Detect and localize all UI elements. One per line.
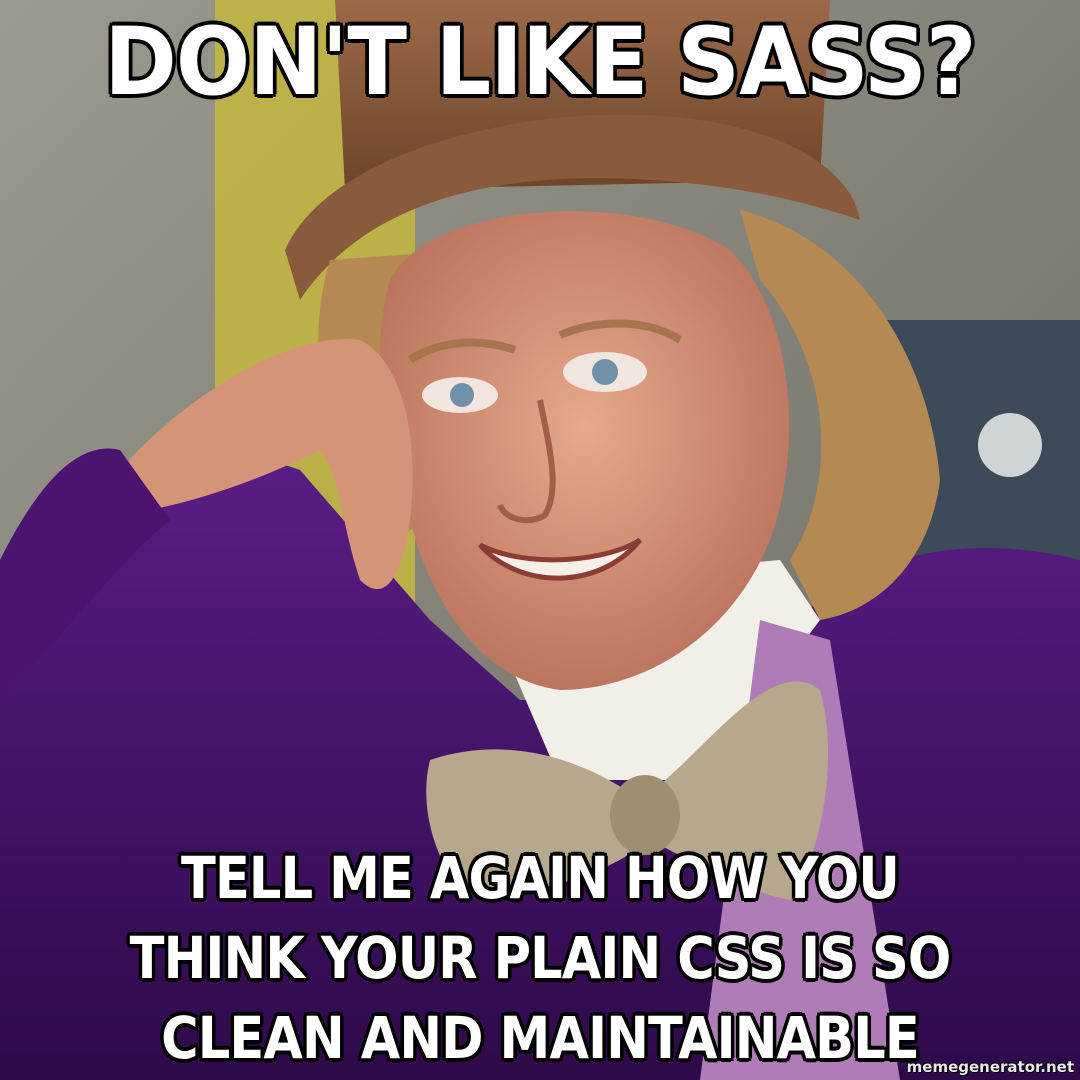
hair-right <box>740 210 940 620</box>
smile <box>478 537 642 581</box>
top-caption: DON'T LIKE SASS? <box>102 6 979 120</box>
hand <box>120 339 413 590</box>
left-iris <box>450 383 474 407</box>
bottom-caption: TELL ME AGAIN HOW YOU THINK YOUR PLAIN C… <box>127 842 953 1075</box>
bow-tie <box>426 681 829 900</box>
sleeve <box>0 448 170 700</box>
hat-brim <box>285 114 860 300</box>
background-gauge <box>978 413 1042 477</box>
face <box>379 211 790 690</box>
left-eyebrow <box>407 338 517 364</box>
nose <box>497 399 556 524</box>
right-eyebrow <box>558 319 683 344</box>
right-iris <box>592 359 618 385</box>
bow-tie-knot <box>610 775 680 855</box>
watermark: memegenerator.net <box>906 1058 1074 1076</box>
